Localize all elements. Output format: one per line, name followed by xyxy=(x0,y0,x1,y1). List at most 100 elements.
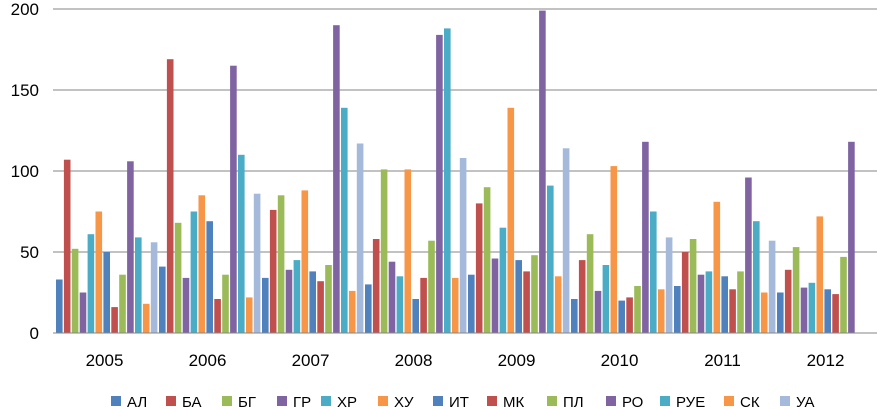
x-axis-ticks: 2005 2006 2007 2008 2009 2010 2011 2012 xyxy=(86,351,845,370)
legend-item: РУЕ xyxy=(660,394,705,410)
bar-2011-7 xyxy=(729,289,736,333)
legend-item: ГР xyxy=(277,394,311,410)
bar-2012-3 xyxy=(800,287,808,333)
x-tick-label: 2005 xyxy=(86,351,124,370)
bar-2009-2 xyxy=(483,187,491,333)
bar-2007-6 xyxy=(309,271,316,333)
bar-2012-8 xyxy=(840,256,847,333)
y-tick-label: 200 xyxy=(11,0,39,19)
legend-label: РУЕ xyxy=(676,394,705,410)
bar-2011-0 xyxy=(674,286,681,333)
bar-2008-12 xyxy=(459,158,467,333)
bar-2006-3 xyxy=(182,277,190,333)
bar-2007-5 xyxy=(301,190,309,333)
bar-2008-8 xyxy=(428,240,435,333)
legend-swatch xyxy=(222,396,232,406)
bar-2009-6 xyxy=(515,260,522,333)
x-tick-label: 2010 xyxy=(601,351,639,370)
legend-swatch xyxy=(378,396,388,406)
bar-2005-1 xyxy=(63,159,71,333)
legend-swatch xyxy=(780,396,790,406)
bar-2012-2 xyxy=(792,247,800,333)
bar-2007-4 xyxy=(293,260,301,333)
legend-item: БА xyxy=(166,394,202,410)
bar-2008-0 xyxy=(365,284,372,333)
bar-2005-11 xyxy=(142,303,150,333)
legend-label: УА xyxy=(796,394,815,410)
bar-2007-3 xyxy=(285,269,293,333)
legend-label: ИТ xyxy=(449,394,469,410)
bar-2011-10 xyxy=(753,221,760,333)
bar-2006-9 xyxy=(230,65,237,333)
bar-2010-3 xyxy=(594,290,602,333)
legend-swatch xyxy=(433,396,443,406)
bar-2007-7 xyxy=(317,281,324,333)
bar-2012-7 xyxy=(832,294,839,333)
bar-2009-5 xyxy=(507,107,515,333)
bar-2011-2 xyxy=(689,239,697,333)
bar-2007-8 xyxy=(325,265,332,333)
bar-2009-3 xyxy=(491,258,499,333)
legend-swatch xyxy=(277,396,287,406)
bar-2005-12 xyxy=(150,242,158,333)
bar-2011-8 xyxy=(737,271,744,333)
bar-2012-4 xyxy=(808,282,816,333)
x-tick-label: 2011 xyxy=(704,351,741,370)
legend: АЛ БА БГ ГР ХР ХУ ИТ МК ПЛ РО РУЕ СК УА xyxy=(111,394,815,410)
bar-2010-9 xyxy=(642,141,649,333)
bar-2010-5 xyxy=(610,166,618,333)
y-tick-label: 50 xyxy=(20,243,39,262)
bar-2007-12 xyxy=(356,143,364,333)
bar-2006-1 xyxy=(166,59,174,333)
bar-2010-6 xyxy=(618,300,625,333)
legend-label: БГ xyxy=(238,394,256,410)
bar-2008-11 xyxy=(451,277,459,333)
legend-item: МК xyxy=(487,394,524,410)
bar-2006-7 xyxy=(214,299,221,333)
bar-2005-5 xyxy=(95,211,103,333)
bar-2010-1 xyxy=(578,260,586,333)
legend-item: ХУ xyxy=(378,394,414,410)
y-tick-label: 0 xyxy=(30,324,39,343)
bar-2009-11 xyxy=(554,276,562,333)
bar-2005-4 xyxy=(87,234,95,333)
bar-2006-10 xyxy=(238,154,245,333)
bar-2012-9 xyxy=(848,141,855,333)
bar-2008-4 xyxy=(396,276,404,333)
bar-2012-1 xyxy=(784,269,792,333)
bar-2008-2 xyxy=(380,169,388,333)
bar-2006-11 xyxy=(245,297,253,333)
legend-item: УА xyxy=(780,394,815,410)
bar-2007-11 xyxy=(348,290,356,333)
x-tick-label: 2006 xyxy=(189,351,227,370)
bar-2009-8 xyxy=(531,255,538,333)
bar-2005-7 xyxy=(111,307,118,333)
bar-2011-4 xyxy=(705,271,713,333)
legend-swatch xyxy=(321,396,331,406)
bar-2006-5 xyxy=(198,195,206,333)
bar-2012-5 xyxy=(816,216,824,333)
legend-swatch xyxy=(487,396,497,406)
legend-item: ХР xyxy=(321,394,357,410)
bar-2011-1 xyxy=(681,252,689,333)
legend-label: АЛ xyxy=(127,394,147,410)
bar-2010-12 xyxy=(665,237,673,333)
bar-2009-4 xyxy=(499,227,507,333)
legend-label: БА xyxy=(182,394,202,410)
bar-2009-10 xyxy=(547,185,554,333)
bar-2006-0 xyxy=(159,266,166,333)
bars xyxy=(56,10,855,334)
legend-swatch xyxy=(660,396,670,406)
legend-swatch xyxy=(606,396,616,406)
bar-2008-9 xyxy=(436,34,443,334)
legend-item: БГ xyxy=(222,394,256,410)
bar-2005-0 xyxy=(56,279,63,333)
bar-2009-9 xyxy=(539,10,546,333)
legend-label: ПЛ xyxy=(563,394,584,410)
legend-swatch xyxy=(166,396,176,406)
bar-2010-0 xyxy=(571,299,578,333)
x-tick-label: 2009 xyxy=(498,351,536,370)
bar-2006-12 xyxy=(253,193,261,333)
legend-item: РО xyxy=(606,394,643,410)
